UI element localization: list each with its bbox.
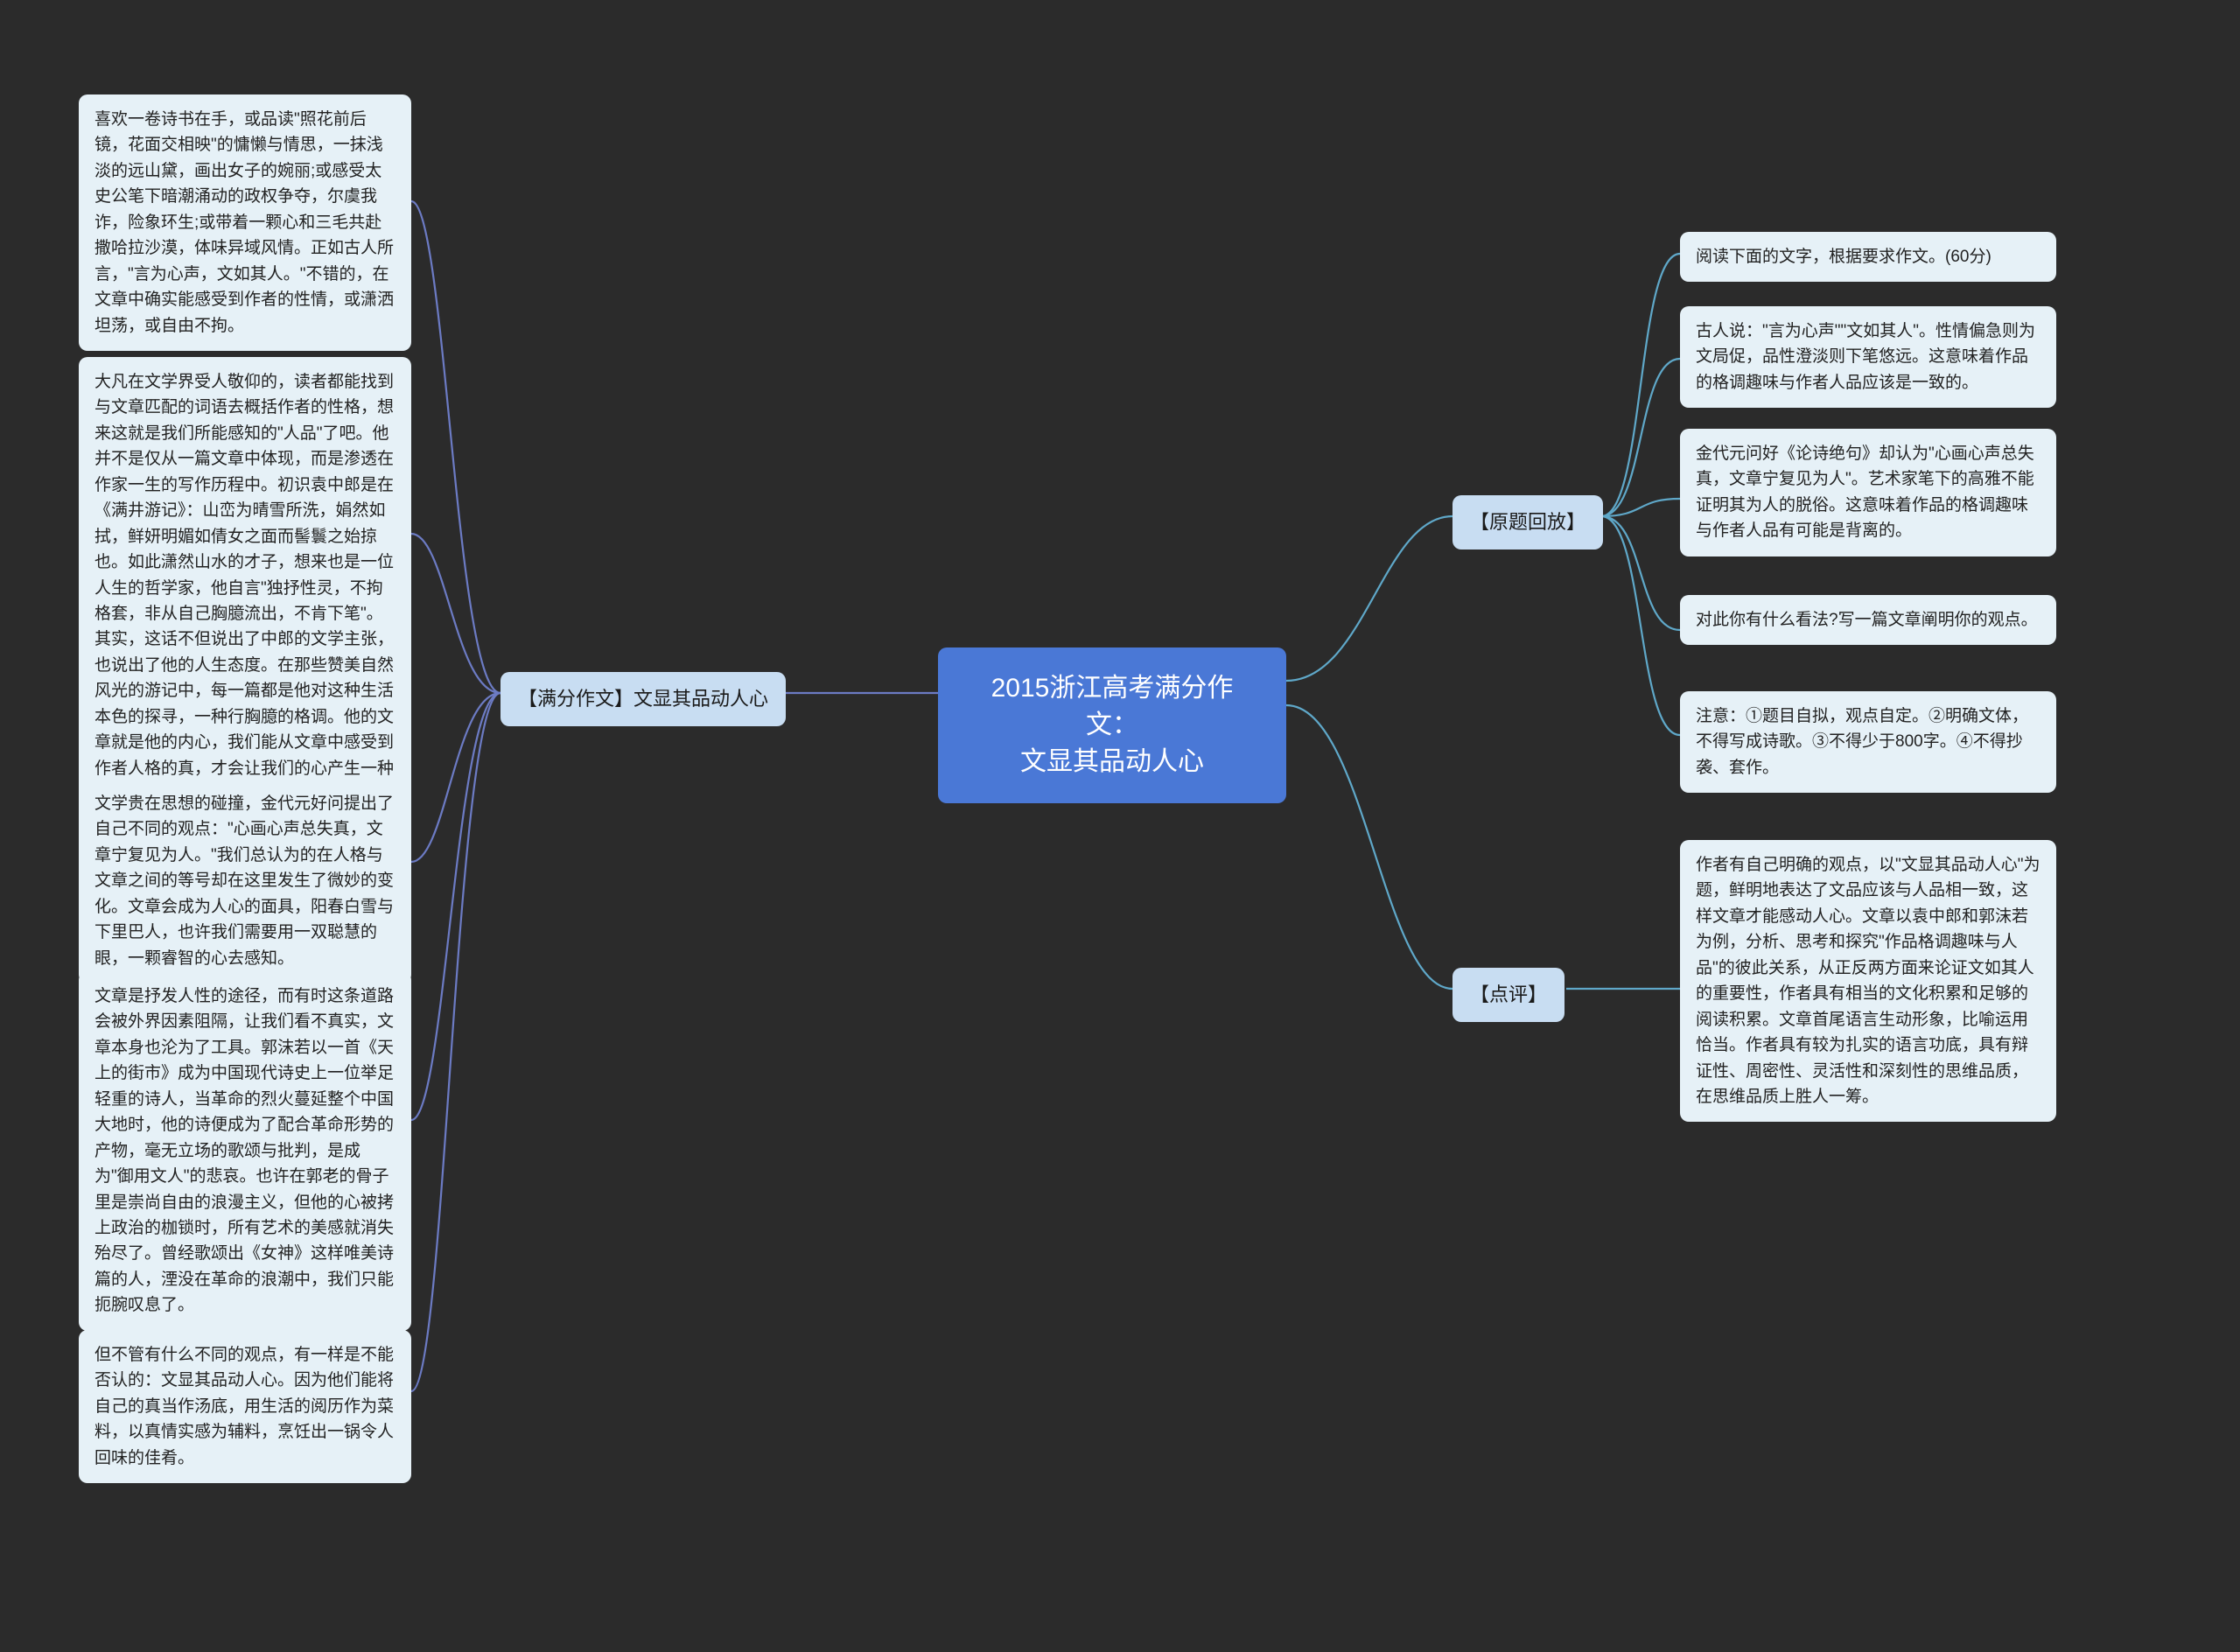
review-leaf-0-text: 作者有自己明确的观点，以"文显其品动人心"为题，鲜明地表达了文品应该与人品相一致… — [1696, 856, 2040, 1106]
essay-leaf-2[interactable]: 文学贵在思想的碰撞，金代元好问提出了自己不同的观点："心画心声总失真，文章宁复见… — [79, 779, 411, 984]
root-title-line2: 文显其品动人心 — [968, 744, 1256, 780]
prompt-leaf-2[interactable]: 金代元问好《论诗绝句》却认为"心画心声总失真，文章宁复见为人"。艺术家笔下的高雅… — [1680, 429, 2056, 556]
essay-leaf-3[interactable]: 文章是抒发人性的途径，而有时这条道路会被外界因素阻隔，让我们看不真实，文章本身也… — [79, 971, 411, 1331]
root-node[interactable]: 2015浙江高考满分作文： 文显其品动人心 — [938, 648, 1286, 803]
prompt-leaf-4-text: 注意：①题目自拟，观点自定。②明确文体，不得写成诗歌。③不得少于800字。④不得… — [1696, 707, 2028, 777]
essay-leaf-2-text: 文学贵在思想的碰撞，金代元好问提出了自己不同的观点："心画心声总失真，文章宁复见… — [94, 794, 394, 968]
prompt-leaf-1-text: 古人说："言为心声""文如其人"。性情偏急则为文局促，品性澄淡则下笔悠远。这意味… — [1696, 322, 2035, 392]
branch-prompt-label: 【原题回放】 — [1470, 511, 1586, 533]
essay-leaf-1[interactable]: 大凡在文学界受人敬仰的，读者都能找到与文章匹配的词语去概括作者的性格，想来这就是… — [79, 357, 411, 819]
prompt-leaf-3-text: 对此你有什么看法?写一篇文章阐明你的观点。 — [1696, 611, 2038, 629]
branch-review[interactable]: 【点评】 — [1452, 968, 1564, 1022]
prompt-leaf-0[interactable]: 阅读下面的文字，根据要求作文。(60分) — [1680, 232, 2056, 282]
essay-leaf-4-text: 但不管有什么不同的观点，有一样是不能否认的：文显其品动人心。因为他们能将自己的真… — [94, 1346, 394, 1467]
prompt-leaf-4[interactable]: 注意：①题目自拟，观点自定。②明确文体，不得写成诗歌。③不得少于800字。④不得… — [1680, 691, 2056, 793]
prompt-leaf-0-text: 阅读下面的文字，根据要求作文。(60分) — [1696, 248, 1992, 266]
review-leaf-0[interactable]: 作者有自己明确的观点，以"文显其品动人心"为题，鲜明地表达了文品应该与人品相一致… — [1680, 840, 2056, 1122]
branch-review-label: 【点评】 — [1470, 984, 1547, 1005]
essay-leaf-0-text: 喜欢一卷诗书在手，或品读"照花前后镜，花面交相映"的慵懒与情思，一抹浅淡的远山黛… — [94, 110, 394, 335]
branch-essay[interactable]: 【满分作文】文显其品动人心 — [500, 672, 786, 726]
prompt-leaf-1[interactable]: 古人说："言为心声""文如其人"。性情偏急则为文局促，品性澄淡则下笔悠远。这意味… — [1680, 306, 2056, 408]
essay-leaf-1-text: 大凡在文学界受人敬仰的，读者都能找到与文章匹配的词语去概括作者的性格，想来这就是… — [94, 373, 394, 803]
essay-leaf-4[interactable]: 但不管有什么不同的观点，有一样是不能否认的：文显其品动人心。因为他们能将自己的真… — [79, 1330, 411, 1483]
essay-leaf-3-text: 文章是抒发人性的途径，而有时这条道路会被外界因素阻隔，让我们看不真实，文章本身也… — [94, 987, 394, 1314]
root-title-line1: 2015浙江高考满分作文： — [968, 670, 1256, 744]
essay-leaf-0[interactable]: 喜欢一卷诗书在手，或品读"照花前后镜，花面交相映"的慵懒与情思，一抹浅淡的远山黛… — [79, 94, 411, 351]
prompt-leaf-2-text: 金代元问好《论诗绝句》却认为"心画心声总失真，文章宁复见为人"。艺术家笔下的高雅… — [1696, 444, 2034, 540]
branch-prompt[interactable]: 【原题回放】 — [1452, 495, 1603, 550]
prompt-leaf-3[interactable]: 对此你有什么看法?写一篇文章阐明你的观点。 — [1680, 595, 2056, 645]
branch-essay-label: 【满分作文】文显其品动人心 — [518, 688, 768, 710]
